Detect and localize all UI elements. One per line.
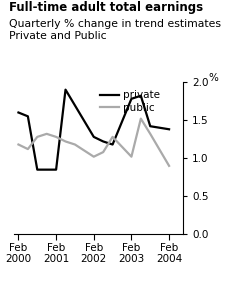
Text: Full-time adult total earnings: Full-time adult total earnings [9, 1, 203, 14]
private [130, 97, 133, 100]
private [102, 140, 105, 143]
Text: Private and Public: Private and Public [9, 31, 107, 41]
private [139, 94, 142, 98]
Y-axis label: %: % [209, 73, 219, 83]
public [45, 132, 48, 136]
public [55, 135, 57, 139]
Text: Quarterly % change in trend estimates: Quarterly % change in trend estimates [9, 19, 221, 29]
private [36, 168, 39, 171]
Line: private: private [19, 90, 169, 170]
public [92, 155, 95, 159]
public [149, 132, 152, 136]
public [168, 164, 170, 168]
public [27, 147, 29, 151]
public [17, 143, 20, 146]
public [139, 117, 142, 120]
private [149, 125, 152, 128]
private [55, 168, 57, 171]
public [64, 140, 67, 143]
public [36, 135, 39, 139]
public [111, 135, 114, 139]
private [168, 127, 170, 131]
private [64, 88, 67, 91]
private [17, 111, 20, 114]
public [102, 150, 105, 154]
Legend: private, public: private, public [100, 90, 160, 113]
Line: public: public [19, 119, 169, 166]
public [74, 143, 76, 146]
public [130, 155, 133, 159]
private [111, 143, 114, 146]
private [27, 115, 29, 118]
private [92, 135, 95, 139]
